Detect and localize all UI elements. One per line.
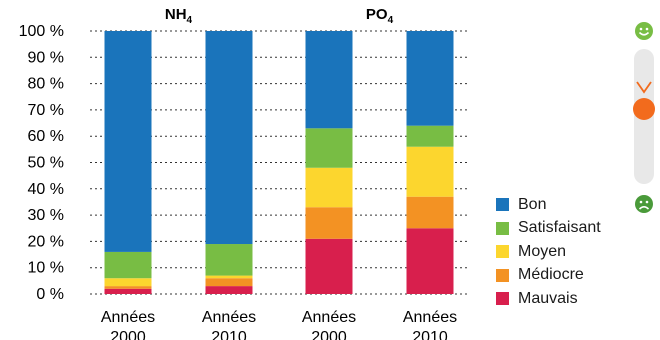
bar-segment (407, 228, 454, 294)
x-tick-label: 2010 (211, 329, 247, 340)
bar-segment (206, 31, 253, 244)
legend-swatch (496, 245, 509, 258)
smiley-sad-icon (635, 195, 653, 213)
x-axis-ticks: Années 2000 Années 2010 Années 2000 Années 2010 (101, 309, 457, 340)
bar-segment (306, 207, 353, 239)
bar-segment (105, 286, 152, 289)
y-tick-label: 10 % (28, 260, 64, 277)
y-axis-ticks: 0 % 10 % 20 % 30 % 40 % 50 % 60 % 70 % 80 % 90 % 1… (19, 23, 64, 303)
y-tick-label: 20 % (28, 233, 64, 250)
bar-segment (407, 147, 454, 197)
x-tick-label: Années (101, 309, 155, 326)
bar-segment (306, 239, 353, 294)
y-tick-label: 0 % (36, 286, 64, 303)
x-tick-label: 2010 (412, 329, 448, 340)
y-tick-label: 70 % (28, 102, 64, 119)
bar-segment (206, 244, 253, 276)
legend-swatch (496, 198, 509, 211)
y-tick-label: 40 % (28, 181, 64, 198)
group-label: PO4 (366, 6, 394, 26)
legend-swatch (496, 222, 509, 235)
legend-label: Moyen (518, 243, 566, 261)
group-labels: NH4 PO4 (165, 6, 394, 26)
quality-scale (631, 18, 657, 218)
bar-segment (105, 252, 152, 278)
bar-segment (407, 126, 454, 147)
bar-segment (105, 31, 152, 252)
y-tick-label: 30 % (28, 207, 64, 224)
legend-label: Médiocre (518, 266, 584, 284)
y-tick-label: 100 % (19, 23, 64, 40)
legend-item: Moyen (496, 240, 601, 264)
bar-segment (407, 197, 454, 229)
bar-segment (206, 286, 253, 294)
y-tick-label: 50 % (28, 155, 64, 172)
x-tick-label: Années (202, 309, 256, 326)
bar-segment (306, 168, 353, 207)
x-tick-label: Années (302, 309, 356, 326)
legend-item: Satisfaisant (496, 217, 601, 241)
level-marker (633, 98, 655, 120)
bar-segment (105, 278, 152, 286)
bar-segment (306, 31, 353, 128)
legend-swatch (496, 269, 509, 282)
legend-item: Mauvais (496, 287, 601, 311)
legend-item: Bon (496, 193, 601, 217)
legend: Bon Satisfaisant Moyen Médiocre Mauvais (496, 193, 601, 311)
y-tick-label: 60 % (28, 128, 64, 145)
y-tick-label: 80 % (28, 76, 64, 93)
x-tick-label: Années (403, 309, 457, 326)
bar-segment (206, 276, 253, 279)
legend-item: Médiocre (496, 264, 601, 288)
x-tick-label: 2000 (110, 329, 146, 340)
bar-segment (105, 289, 152, 294)
bar-segment (206, 278, 253, 286)
bar-segment (306, 128, 353, 167)
legend-label: Satisfaisant (518, 219, 601, 237)
bar-segment (407, 31, 454, 126)
legend-label: Bon (518, 196, 546, 214)
legend-label: Mauvais (518, 290, 578, 308)
y-tick-label: 90 % (28, 49, 64, 66)
smiley-happy-icon (635, 22, 653, 40)
legend-swatch (496, 292, 509, 305)
x-tick-label: 2000 (311, 329, 347, 340)
group-label: NH4 (165, 6, 193, 26)
